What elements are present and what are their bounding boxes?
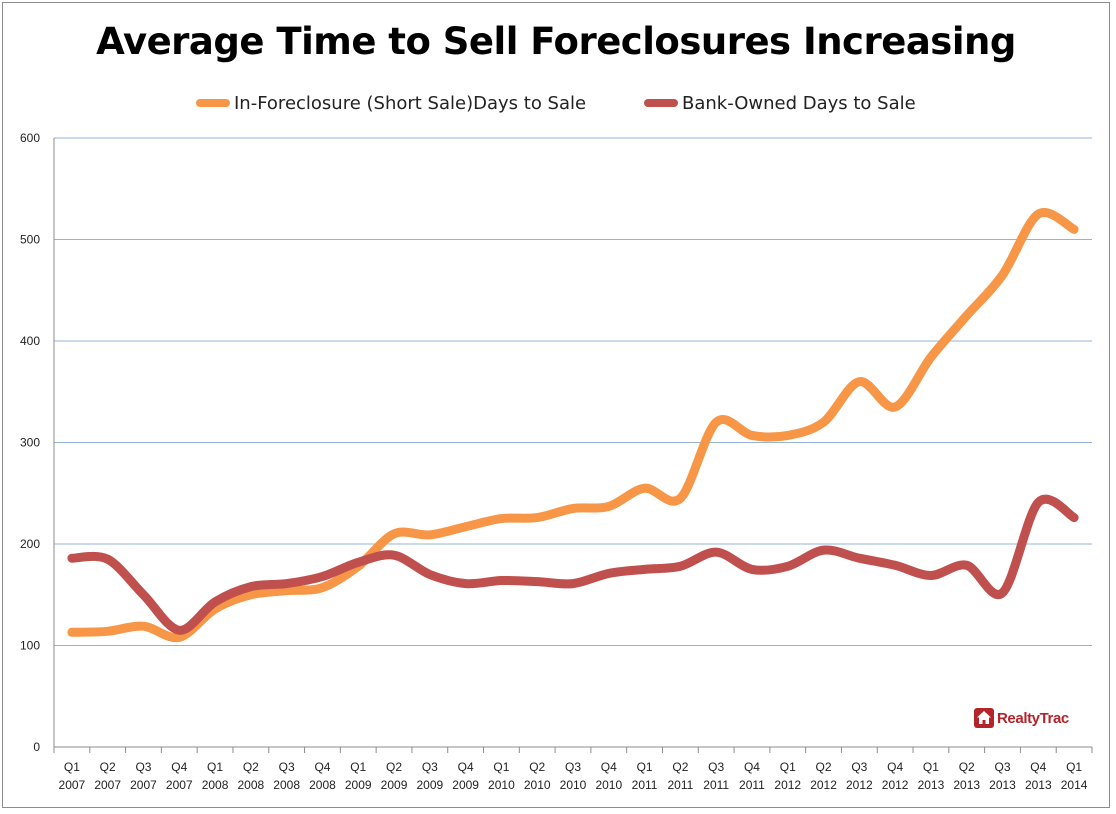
x-tick-label-quarter-21: Q2 (816, 760, 832, 774)
x-tick-label-quarter-15: Q4 (601, 760, 617, 774)
x-tick-label-year-15: 2010 (595, 778, 622, 792)
x-tick-label-year-20: 2012 (774, 778, 801, 792)
house-icon (974, 708, 994, 728)
x-tick-label-quarter-14: Q3 (565, 760, 581, 774)
x-tick-label-year-22: 2012 (846, 778, 873, 792)
x-tick-label-year-21: 2012 (810, 778, 837, 792)
x-tick-label-quarter-6: Q3 (279, 760, 295, 774)
logo-text: RealtyTrac (997, 709, 1069, 727)
x-tick-label-quarter-12: Q1 (493, 760, 509, 774)
x-tick-label-year-23: 2012 (882, 778, 909, 792)
x-tick-label-quarter-28: Q1 (1066, 760, 1082, 774)
y-tick-label-600: 600 (20, 131, 40, 145)
x-tick-label-quarter-11: Q4 (458, 760, 474, 774)
x-tick-label-quarter-9: Q2 (386, 760, 402, 774)
x-tick-label-year-24: 2013 (918, 778, 945, 792)
x-tick-label-year-17: 2011 (667, 778, 693, 792)
x-tick-label-year-6: 2008 (273, 778, 300, 792)
x-tick-label-quarter-0: Q1 (64, 760, 80, 774)
x-tick-label-year-28: 2014 (1061, 778, 1088, 792)
x-tick-label-quarter-18: Q3 (708, 760, 724, 774)
x-tick-label-year-8: 2009 (345, 778, 372, 792)
x-tick-label-quarter-20: Q1 (780, 760, 796, 774)
x-tick-label-quarter-27: Q4 (1030, 760, 1046, 774)
x-tick-label-year-25: 2013 (953, 778, 980, 792)
x-tick-label-quarter-19: Q4 (744, 760, 760, 774)
x-tick-label-year-3: 2007 (166, 778, 193, 792)
x-tick-label-year-26: 2013 (989, 778, 1016, 792)
chart-legend: In-Foreclosure (Short Sale)Days to Sale … (0, 90, 1112, 116)
y-tick-label-0: 0 (33, 740, 40, 754)
y-tick-label-200: 200 (20, 537, 40, 551)
y-tick-label-400: 400 (20, 334, 40, 348)
x-tick-label-quarter-25: Q2 (959, 760, 975, 774)
chart-title: Average Time to Sell Foreclosures Increa… (96, 20, 1016, 63)
x-tick-label-year-19: 2011 (739, 778, 765, 792)
x-tick-label-year-16: 2011 (632, 778, 658, 792)
y-tick-label-500: 500 (20, 233, 40, 247)
realtytrac-logo: RealtyTrac (974, 708, 1069, 728)
x-tick-label-quarter-2: Q3 (135, 760, 151, 774)
x-tick-label-year-14: 2010 (560, 778, 587, 792)
x-tick-label-year-7: 2008 (309, 778, 336, 792)
series-line-0 (67, 208, 1079, 643)
x-tick-label-quarter-17: Q2 (672, 760, 688, 774)
x-tick-label-year-13: 2010 (524, 778, 551, 792)
x-tick-label-quarter-10: Q3 (422, 760, 438, 774)
x-tick-label-year-0: 2007 (59, 778, 86, 792)
x-tick-label-quarter-23: Q4 (887, 760, 903, 774)
x-tick-label-quarter-8: Q1 (350, 760, 366, 774)
x-tick-label-year-18: 2011 (703, 778, 729, 792)
legend-label-short-sale: In-Foreclosure (Short Sale)Days to Sale (234, 92, 587, 114)
legend-item-bank-owned: Bank-Owned Days to Sale (644, 90, 916, 116)
x-tick-label-quarter-1: Q2 (100, 760, 116, 774)
x-tick-label-quarter-5: Q2 (243, 760, 259, 774)
x-tick-label-quarter-16: Q1 (637, 760, 653, 774)
x-tick-label-year-4: 2008 (202, 778, 229, 792)
legend-swatch-bank-owned (644, 99, 678, 107)
y-tick-label-300: 300 (20, 436, 40, 450)
x-tick-label-year-11: 2009 (452, 778, 479, 792)
x-tick-label-quarter-7: Q4 (314, 760, 330, 774)
x-tick-label-quarter-4: Q1 (207, 760, 223, 774)
x-tick-label-year-2: 2007 (130, 778, 157, 792)
x-tick-label-year-5: 2008 (238, 778, 265, 792)
x-tick-label-quarter-24: Q1 (923, 760, 939, 774)
legend-item-short-sale: In-Foreclosure (Short Sale)Days to Sale (196, 90, 586, 116)
x-tick-label-quarter-13: Q2 (529, 760, 545, 774)
x-tick-label-quarter-26: Q3 (995, 760, 1011, 774)
legend-label-bank-owned: Bank-Owned Days to Sale (682, 92, 916, 114)
x-tick-label-year-9: 2009 (381, 778, 408, 792)
x-tick-label-year-1: 2007 (94, 778, 121, 792)
x-tick-label-quarter-22: Q3 (851, 760, 867, 774)
legend-swatch-short-sale (196, 99, 230, 107)
x-tick-label-quarter-3: Q4 (171, 760, 187, 774)
x-tick-label-year-12: 2010 (488, 778, 515, 792)
y-tick-label-100: 100 (20, 639, 40, 653)
series-line-1 (67, 494, 1079, 635)
x-tick-label-year-27: 2013 (1025, 778, 1052, 792)
x-tick-label-year-10: 2009 (416, 778, 443, 792)
